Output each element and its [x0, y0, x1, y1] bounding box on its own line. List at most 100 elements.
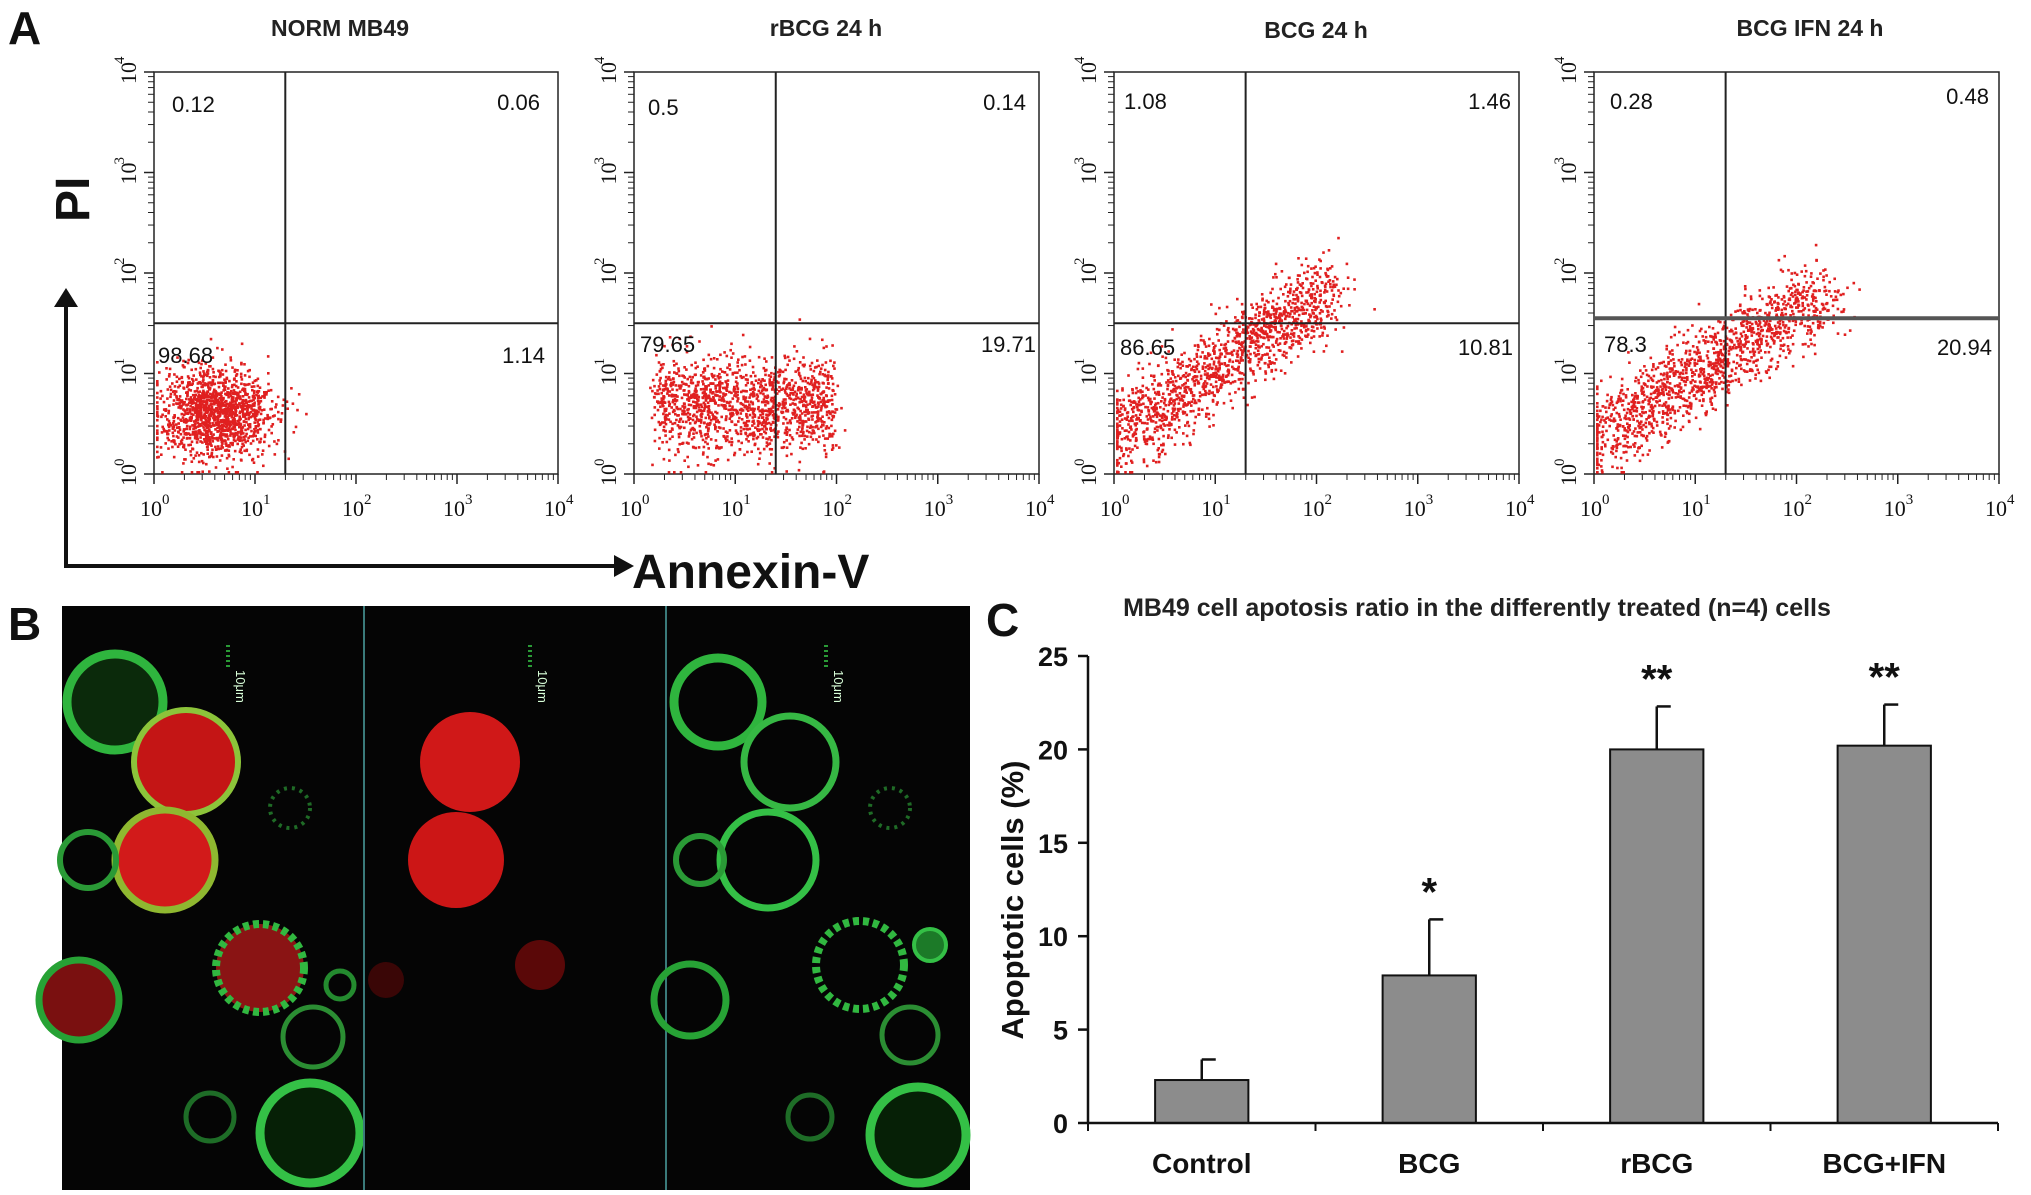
flow-event-dot	[227, 402, 230, 406]
flow-event-dot	[1147, 410, 1151, 413]
flow-event-dot	[785, 387, 788, 391]
flow-event-dot	[188, 401, 191, 405]
flow-event-dot	[718, 381, 721, 385]
flow-event-dot	[221, 446, 225, 449]
flow-event-dot	[182, 436, 185, 439]
flow-event-dot	[1263, 307, 1266, 310]
flow-event-dot	[1278, 320, 1281, 323]
flow-event-dot	[271, 415, 275, 418]
flow-event-dot	[1705, 386, 1708, 390]
flow-event-dot	[1275, 317, 1278, 320]
flow-event-dot	[270, 400, 274, 403]
x-tick-exponent: 0	[642, 492, 650, 508]
flow-event-dot	[224, 442, 228, 445]
flow-event-dot	[285, 400, 289, 403]
flow-event-dot	[662, 429, 665, 432]
flow-event-dot	[697, 403, 700, 406]
flow-event-dot	[674, 395, 678, 398]
flow-event-dot	[1131, 415, 1134, 419]
flow-event-dot	[724, 437, 727, 440]
flow-event-dot	[172, 424, 175, 428]
flow-event-dot	[715, 411, 719, 415]
flow-event-dot	[1182, 442, 1185, 446]
flow-event-dot	[1729, 313, 1733, 317]
flow-event-dot	[703, 433, 707, 437]
flow-event-dot	[1192, 409, 1195, 413]
flow-event-dot	[1240, 352, 1244, 355]
flow-event-dot	[230, 405, 234, 409]
flow-event-dot	[753, 433, 756, 437]
flow-event-dot	[746, 400, 750, 403]
flow-event-dot	[1324, 299, 1327, 303]
flow-event-dot	[1596, 418, 1599, 422]
y-tick-exponent: 4	[1072, 56, 1088, 64]
flow-event-dot	[194, 420, 198, 423]
flow-event-dot	[1818, 324, 1822, 328]
flow-event-dot	[256, 448, 260, 451]
flow-event-dot	[1116, 470, 1119, 474]
flow-event-dot	[178, 377, 181, 381]
flow-event-dot	[1126, 438, 1130, 441]
flow-event-dot	[770, 388, 774, 391]
flow-event-dot	[759, 380, 763, 383]
x-tick-label: 10	[1100, 496, 1122, 521]
flow-event-dot	[1300, 347, 1303, 350]
flow-event-dot	[812, 376, 816, 380]
flow-event-dot	[671, 435, 674, 438]
flow-event-dot	[782, 405, 785, 408]
flow-event-dot	[215, 407, 218, 410]
flow-event-dot	[772, 381, 775, 384]
flow-event-dot	[687, 389, 691, 393]
flow-event-dot	[1743, 285, 1747, 288]
flow-event-dot	[786, 355, 790, 359]
flow-event-dot	[1265, 332, 1269, 336]
flow-event-dot	[1610, 395, 1613, 399]
flow-event-dot	[267, 428, 271, 432]
flow-event-dot	[1650, 407, 1654, 411]
flow-event-dot	[245, 432, 248, 436]
flow-event-dot	[810, 361, 814, 365]
flow-event-dot	[1298, 336, 1302, 340]
flow-event-dot	[214, 466, 218, 469]
flow-event-dot	[1319, 309, 1323, 312]
flow-event-dot	[1788, 319, 1791, 323]
flow-event-dot	[253, 421, 256, 424]
flow-event-dot	[1781, 336, 1785, 340]
flow-event-dot	[1215, 403, 1219, 406]
flow-event-dot	[1342, 287, 1345, 290]
flow-event-dot	[1183, 351, 1186, 355]
flow-event-dot	[247, 436, 250, 440]
flow-event-dot	[1166, 384, 1170, 388]
flow-event-dot	[764, 420, 768, 424]
flow-event-dot	[212, 371, 215, 374]
flow-event-dot	[1280, 270, 1284, 273]
flow-event-dot	[770, 356, 774, 359]
flow-event-dot	[1337, 236, 1340, 240]
flow-event-dot	[718, 385, 722, 388]
flow-event-dot	[785, 439, 788, 442]
flow-event-dot	[1212, 393, 1216, 397]
flow-event-dot	[675, 388, 679, 392]
flow-event-dot	[241, 401, 244, 405]
flow-event-dot	[1197, 408, 1201, 412]
flow-event-dot	[190, 412, 193, 416]
flow-event-dot	[251, 415, 254, 418]
flow-event-dot	[201, 391, 205, 394]
flow-event-dot	[1173, 384, 1177, 388]
flow-event-dot	[1331, 298, 1334, 301]
flow-event-dot	[812, 369, 816, 373]
x-tick-label: 10	[1505, 496, 1527, 521]
flow-event-dot	[205, 373, 208, 376]
flow-event-dot	[773, 376, 776, 379]
flow-event-dot	[1118, 410, 1122, 414]
flow-event-dot	[216, 445, 220, 448]
flow-event-dot	[1193, 421, 1197, 425]
flow-event-dot	[1144, 405, 1147, 409]
flow-event-dot	[1259, 335, 1263, 339]
flow-event-dot	[1287, 290, 1290, 294]
flow-event-dot	[205, 424, 208, 428]
flow-event-dot	[764, 395, 767, 399]
flow-event-dot	[831, 344, 834, 347]
flow-event-dot	[723, 407, 726, 410]
flow-event-dot	[234, 422, 238, 425]
